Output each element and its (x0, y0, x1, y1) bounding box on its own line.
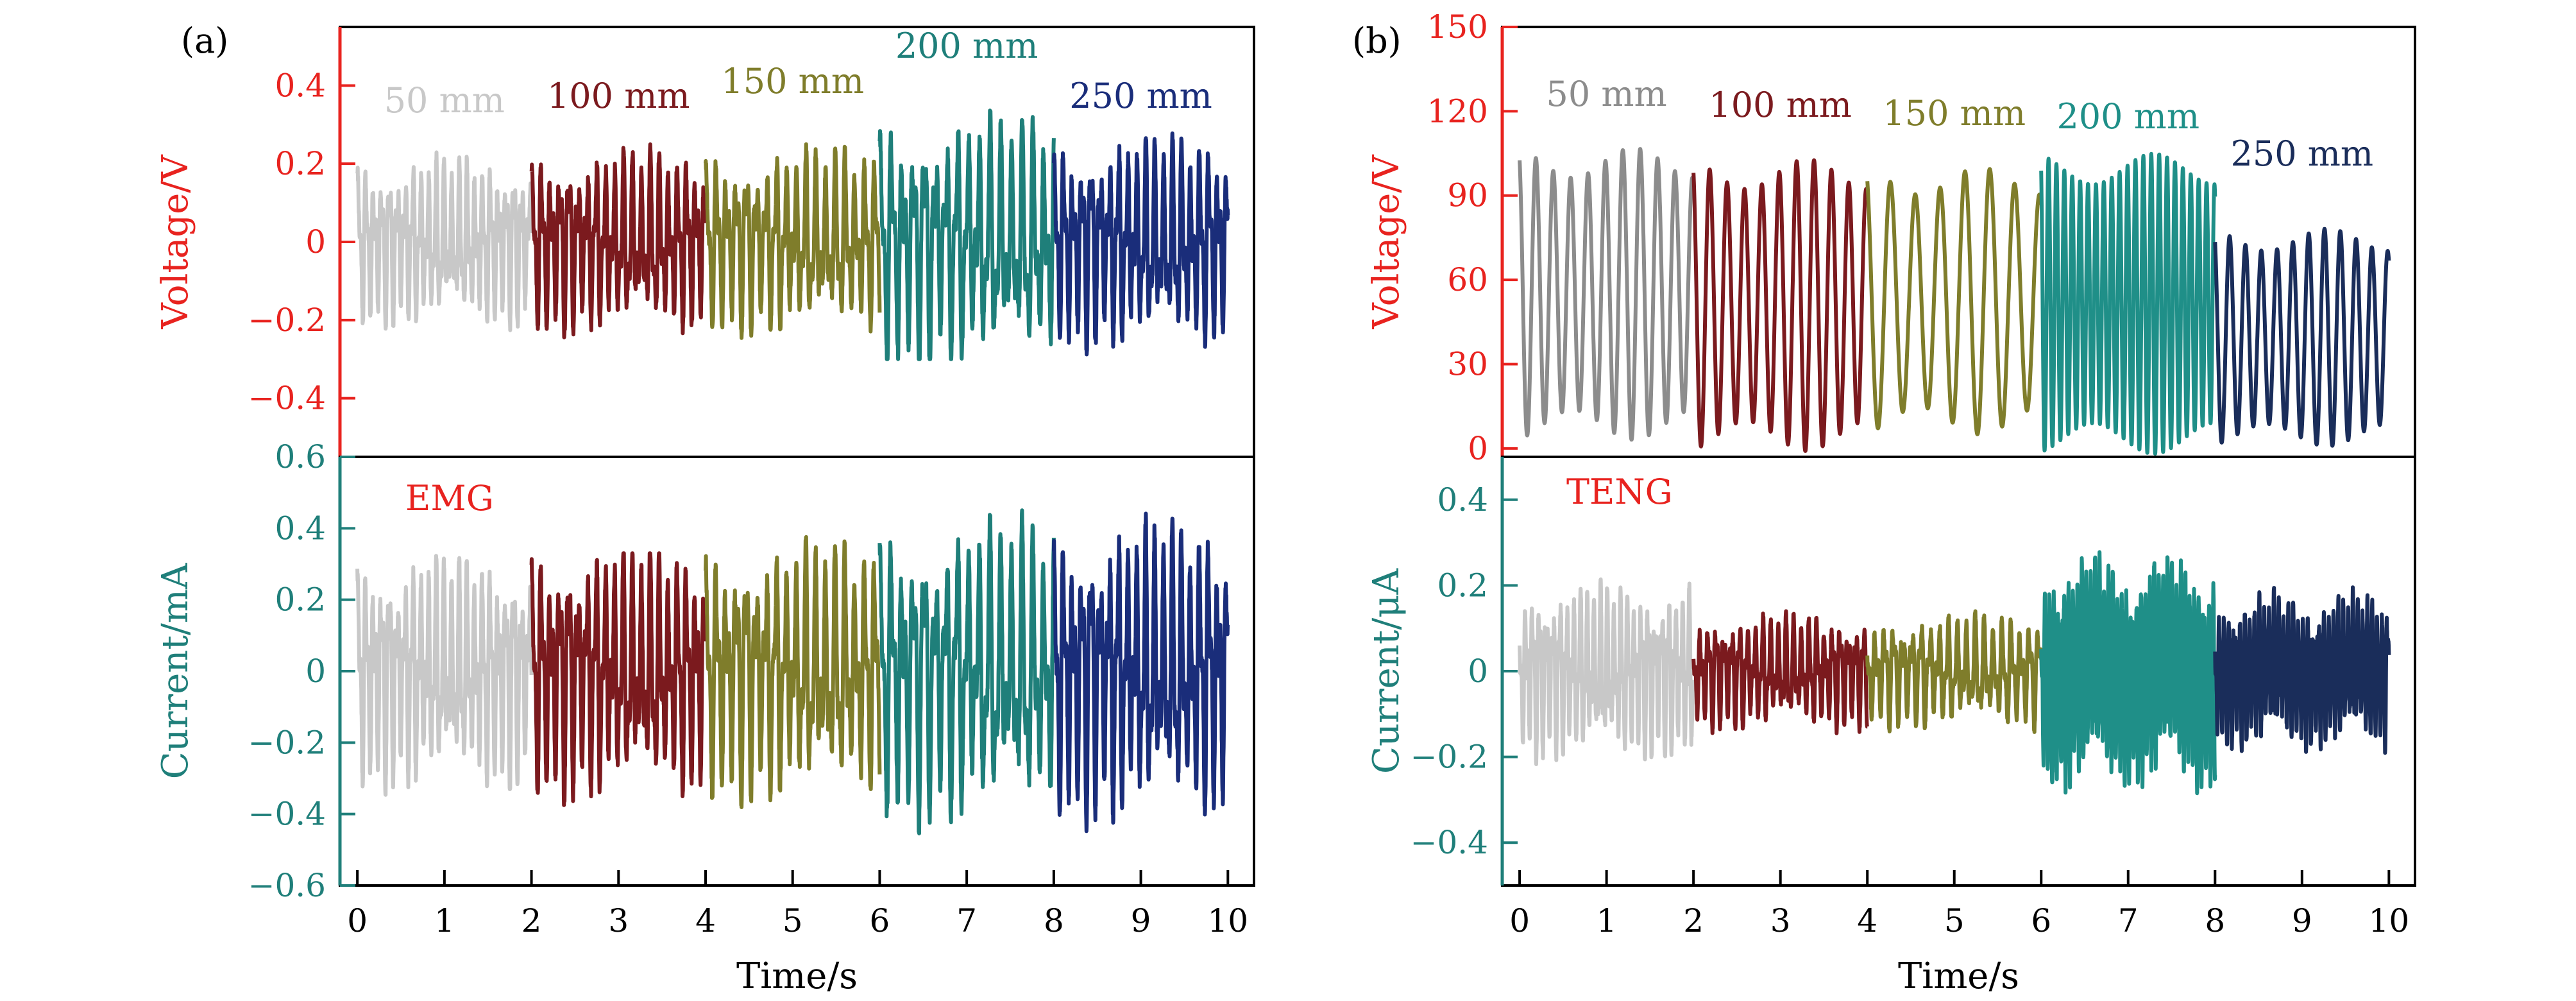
segment-label-4: 200 mm (2056, 96, 2199, 137)
x-axis-title: Time/s (736, 955, 858, 997)
top-y-tick-label: 0.4 (275, 67, 326, 104)
bottom-y-tick-label: 0 (305, 653, 326, 690)
x-tick-label: 10 (1207, 902, 1248, 939)
x-tick-label: 5 (1944, 902, 1965, 939)
x-tick-label: 3 (608, 902, 629, 939)
x-tick-label: 2 (521, 902, 542, 939)
sensor-annotation: EMG (405, 478, 494, 518)
segment-label-4: 200 mm (895, 26, 1038, 66)
segment-label-3: 150 mm (721, 61, 864, 101)
bottom-y-tick-label: 0.4 (275, 509, 326, 547)
top-series-4 (877, 108, 1056, 361)
x-tick-label: 3 (1770, 902, 1791, 939)
bottom-series-group (355, 508, 1230, 835)
segment-label-2: 100 mm (547, 76, 690, 116)
x-tick-label: 2 (1683, 902, 1704, 939)
top-y-tick-label: −0.2 (248, 302, 326, 339)
x-tick-label: 0 (1509, 902, 1530, 939)
bottom-y-axis-title: Current/mA (155, 563, 196, 779)
top-y-tick-label: 0.2 (275, 145, 326, 182)
x-tick-label: 8 (1044, 902, 1064, 939)
top-y-tick-label: −0.4 (248, 380, 326, 417)
bottom-series-3 (1865, 609, 2044, 734)
top-series-group (355, 108, 1230, 361)
sensor-annotation: TENG (1566, 472, 1673, 512)
bottom-series-5 (1051, 511, 1230, 834)
bottom-y-tick-label: −0.4 (248, 796, 326, 833)
top-y-tick-label: 150 (1427, 8, 1488, 46)
bottom-y-tick-label: −0.4 (1411, 824, 1488, 861)
segment-label-1: 50 mm (1546, 74, 1666, 114)
bottom-y-tick-label: 0 (1468, 653, 1488, 690)
panel-a: 0.4 0.2 0 −0.2 −0.4 Voltage/V 50 mm 100 mm 150 m… (155, 21, 1255, 997)
top-y-tick-label: 120 (1427, 92, 1488, 130)
top-series-3 (1865, 167, 2044, 436)
bottom-series-group (1518, 550, 2391, 796)
bottom-series-4 (877, 508, 1056, 835)
x-tick-label: 0 (347, 902, 368, 939)
segment-label-1: 50 mm (384, 80, 505, 121)
top-y-tick-label: 0 (305, 223, 326, 261)
bottom-y-tick-label: −0.2 (1411, 739, 1488, 776)
top-series-4 (2039, 151, 2217, 456)
x-tick-label: 6 (2031, 902, 2051, 939)
top-y-tick-label: 0 (1468, 430, 1488, 467)
bottom-y-tick-label: −0.2 (248, 724, 326, 761)
segment-label-3: 150 mm (1883, 93, 2026, 133)
x-tick-label: 9 (1131, 902, 1151, 939)
top-series-5 (2213, 227, 2391, 448)
bottom-series-4 (2039, 550, 2217, 796)
top-series-2 (1691, 158, 1870, 453)
bottom-series-5 (2213, 585, 2391, 755)
bottom-series-2 (529, 551, 708, 807)
segment-label-5: 250 mm (1069, 76, 1212, 116)
top-series-2 (529, 142, 708, 339)
x-axis-title: Time/s (1898, 955, 2019, 997)
bottom-series-1 (1518, 577, 1695, 766)
x-tick-label: 5 (783, 902, 803, 939)
top-y-tick-label: 60 (1447, 261, 1488, 298)
bottom-y-axis-title: Current/μA (1366, 569, 1407, 774)
x-tick-label: 4 (1857, 902, 1877, 939)
x-tick-label: 8 (2205, 902, 2225, 939)
bottom-series-3 (704, 535, 882, 809)
x-tick-label: 1 (1597, 902, 1617, 939)
top-series-1 (355, 150, 534, 332)
x-tick-label: 6 (870, 902, 890, 939)
segment-label-5: 250 mm (2230, 133, 2373, 174)
panel-label: (a) (181, 21, 228, 61)
segment-label-2: 100 mm (1709, 85, 1852, 125)
bottom-series-2 (1691, 609, 1869, 735)
x-tick-label: 9 (2292, 902, 2312, 939)
top-series-1 (1518, 147, 1696, 442)
top-y-axis-title: Voltage/V (155, 154, 196, 330)
bottom-y-tick-label: 0.2 (1437, 567, 1488, 604)
x-tick-label: 7 (956, 902, 977, 939)
top-series-5 (1051, 131, 1230, 357)
x-tick-label: 4 (695, 902, 716, 939)
top-y-axis-title: Voltage/V (1366, 154, 1407, 330)
bottom-y-tick-label: −0.6 (248, 867, 326, 904)
panel-label: (b) (1352, 21, 1402, 61)
x-tick-label: 7 (2118, 902, 2139, 939)
bottom-y-tick-label: 0.6 (275, 438, 326, 475)
x-tick-label: 1 (434, 902, 455, 939)
x-tick-label: 10 (2369, 902, 2410, 939)
bottom-y-tick-label: 0.4 (1437, 481, 1488, 518)
bottom-series-1 (355, 554, 534, 797)
top-series-group (1518, 147, 2391, 456)
bottom-y-tick-label: 0.2 (275, 581, 326, 619)
top-series-3 (704, 142, 882, 340)
top-y-tick-label: 90 (1447, 177, 1488, 214)
top-y-tick-label: 30 (1447, 345, 1488, 382)
